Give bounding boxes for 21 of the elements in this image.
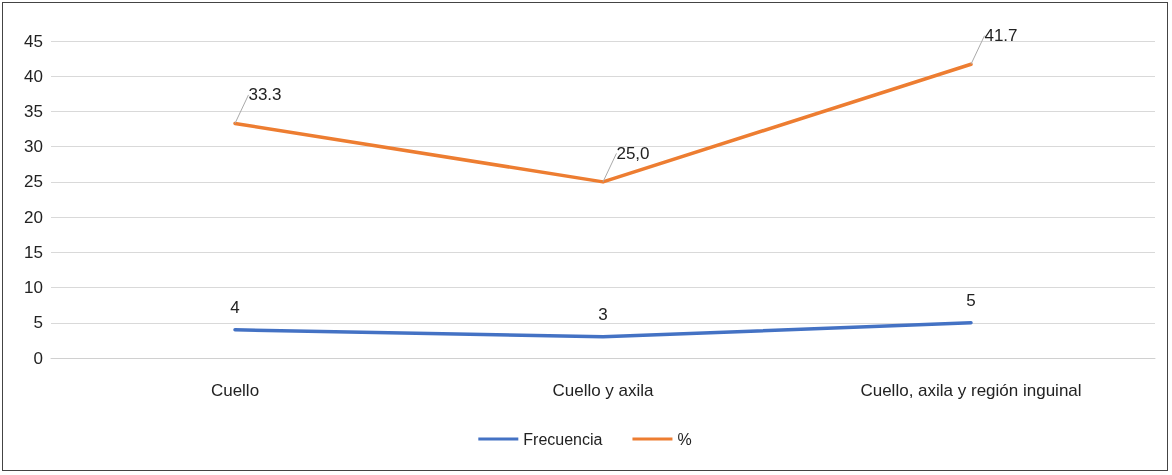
data-label: 41.7 [984,26,1018,46]
y-tick-label: 30 [24,137,43,157]
y-tick-label: 35 [24,101,43,121]
legend-label: Frecuencia [523,430,603,448]
x-tick-label: Cuello y axila [552,381,655,400]
data-label: 5 [966,290,976,310]
x-tick-label: Cuello, axila y región inguinal [860,381,1082,400]
y-tick-label: 40 [24,66,43,86]
data-label: 25,0 [616,143,650,163]
y-tick-label: 5 [33,313,43,333]
data-label: 3 [598,304,608,324]
y-tick-label: 20 [24,207,43,227]
y-tick-label: 0 [33,348,43,368]
legend-label: % [677,430,692,448]
y-tick-label: 25 [24,172,43,192]
y-tick-label: 45 [24,31,43,51]
x-tick-label: Cuello [210,381,260,400]
y-tick-label: 10 [24,278,43,298]
y-tick-label: 15 [24,242,43,262]
data-label: 33.3 [248,85,282,105]
data-label: 4 [230,297,240,317]
